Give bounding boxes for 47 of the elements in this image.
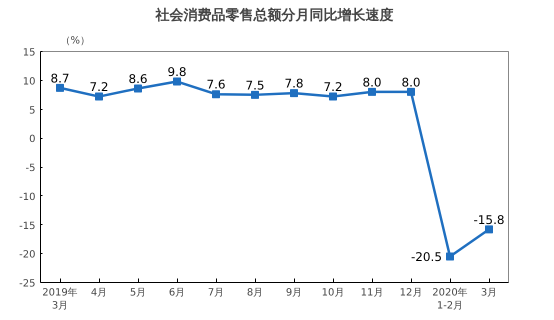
data-label: 9.8	[167, 65, 187, 80]
x-tick-label: 10月	[322, 288, 344, 298]
data-label: 8.0	[401, 75, 421, 90]
data-label: 7.5	[245, 78, 265, 92]
y-axis-title: （%）	[60, 36, 90, 46]
point	[329, 92, 337, 101]
y-tick-label: 5	[29, 105, 36, 116]
x-tick-label: 6月	[168, 288, 186, 298]
data-label: 8.7	[50, 71, 70, 86]
y-tick-label: -5	[26, 163, 36, 174]
x-tick-label: 9月	[286, 288, 302, 298]
y-tick-label: 15	[22, 48, 36, 58]
point	[56, 84, 64, 92]
point	[407, 88, 415, 96]
point	[368, 88, 376, 96]
point	[134, 84, 142, 92]
x-tick-label: 5月	[130, 288, 146, 298]
data-label: 7.2	[89, 80, 109, 94]
x-tick-label: 3月	[480, 288, 498, 298]
point	[290, 89, 298, 98]
data-label: 7.2	[323, 80, 343, 94]
x-tick-label: 8月	[246, 288, 264, 298]
x-tick-label: 7月	[208, 288, 224, 298]
x-tick-label: 12月	[400, 288, 422, 298]
y-tick-label: 0	[29, 134, 36, 146]
y-tick-label: -15	[19, 220, 36, 232]
data-label: 7.6	[206, 78, 226, 92]
data-label: 7.8	[284, 76, 304, 91]
point	[173, 78, 181, 86]
x-tick-label: 2020年 1-2月	[432, 286, 468, 312]
data-label: -20.5	[410, 250, 442, 264]
x-tick-label: 4月	[90, 288, 108, 298]
data-label: 8.6	[128, 72, 148, 86]
point	[446, 252, 454, 261]
data-label: 8.0	[362, 75, 382, 90]
y-tick-label: -25	[19, 278, 36, 290]
y-tick-label: -20	[19, 250, 36, 261]
chart-title: 社会消费品零售总额分月同比增长速度	[154, 6, 394, 24]
y-tick-label: 10	[22, 76, 36, 88]
y-tick-label: -10	[19, 192, 36, 203]
point	[485, 225, 493, 234]
point	[95, 92, 103, 101]
x-tick-label: 2019年 3月	[42, 286, 78, 312]
x-tick-label: 11月	[360, 288, 384, 298]
point	[251, 90, 259, 99]
point	[212, 90, 220, 98]
data-label: -15.8	[473, 212, 505, 227]
